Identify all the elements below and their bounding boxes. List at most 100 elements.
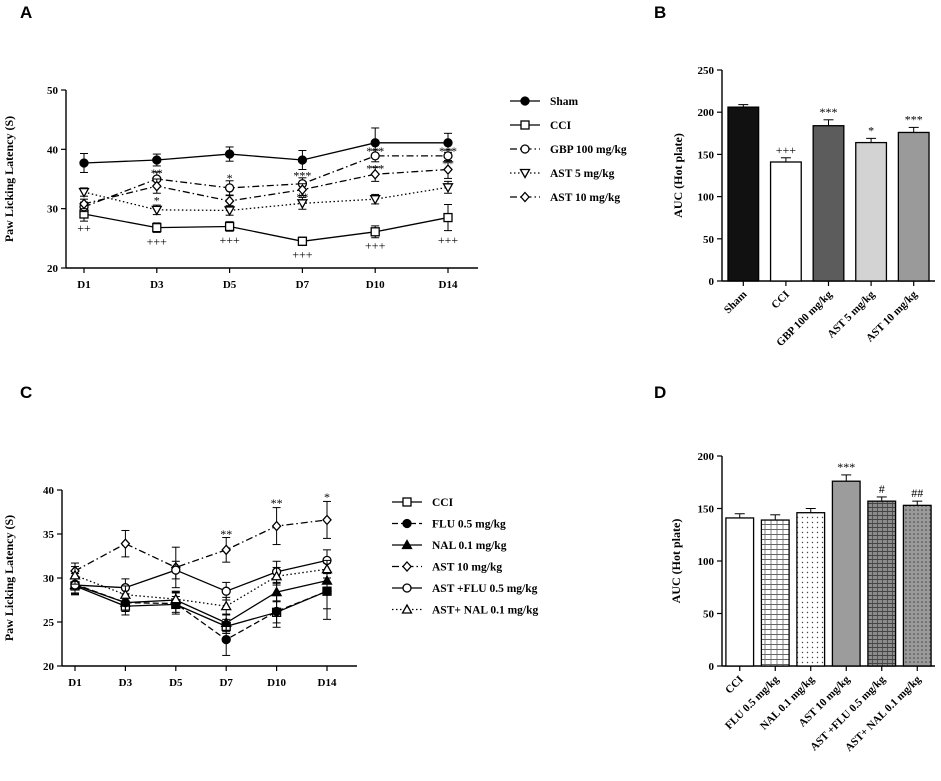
- y-tick-label: 50: [703, 234, 715, 246]
- y-tick-label: 30: [47, 204, 59, 216]
- bar: [902, 504, 932, 667]
- bar: [760, 519, 790, 667]
- data-point: [443, 138, 453, 148]
- legend-label: CCI: [550, 120, 572, 132]
- data-point: [369, 195, 381, 205]
- x-tick-label: D7: [219, 677, 233, 689]
- data-point: [224, 149, 235, 159]
- significance-label: ***: [820, 105, 838, 119]
- y-tick-label: 0: [709, 661, 715, 673]
- significance-label: #: [879, 482, 885, 496]
- data-point: [370, 138, 380, 148]
- x-tick-label: D1: [68, 677, 81, 689]
- panel-c-line-chart: C 20 25 30 35 40 D1 D3 D5 D7 D10 D14 Paw Licking Lat…: [2, 383, 538, 689]
- data-point: [443, 212, 453, 223]
- significance-label: **: [220, 527, 232, 541]
- data-point: [271, 606, 282, 617]
- x-tick-label: D10: [267, 677, 286, 689]
- y-axis-label: AUC (Hot plate): [671, 133, 685, 218]
- legend-label: Sham: [550, 96, 579, 108]
- legend-label: NAL 0.1 mg/kg: [432, 540, 507, 552]
- significance-label: **: [442, 157, 454, 171]
- data-point: [151, 205, 163, 216]
- y-axis-label: Paw Licking Latency (S): [2, 515, 16, 641]
- series-line: [74, 519, 328, 572]
- y-tick-label: 25: [43, 617, 55, 629]
- data-point: [270, 586, 283, 597]
- data-point: [171, 565, 181, 575]
- series-ast-nal-0-1-mg-kg: [69, 559, 333, 616]
- data-point: [221, 586, 231, 596]
- data-point: [322, 514, 332, 526]
- series-cci: [70, 573, 332, 634]
- legend-marker: [401, 539, 413, 550]
- series-line: [83, 155, 448, 208]
- bar: [867, 500, 897, 667]
- y-axis-label: AUC (Hot plate): [669, 519, 683, 604]
- data-point: [321, 563, 333, 574]
- significance-label: +++: [776, 143, 797, 157]
- legend-marker: [402, 497, 412, 507]
- significance-label: +++: [147, 234, 168, 248]
- data-point: [221, 634, 231, 645]
- y-tick-label: 150: [698, 504, 715, 516]
- series-ast-flu-0-5-mg-kg: [70, 549, 332, 601]
- legend-marker: [520, 191, 530, 203]
- y-tick-label: 30: [43, 573, 55, 585]
- y-tick-label: 100: [698, 192, 715, 204]
- significance-label: *: [324, 490, 330, 504]
- series-line: [74, 568, 328, 607]
- significance-label: *: [154, 193, 160, 207]
- bar: [796, 512, 826, 667]
- significance-label: ++: [77, 221, 91, 235]
- x-tick-label: D5: [223, 279, 237, 291]
- data-point: [370, 168, 381, 180]
- data-point: [79, 158, 89, 168]
- data-point: [79, 198, 89, 210]
- series-line: [74, 585, 328, 628]
- series-flu-0-5-mg-kg: [70, 562, 332, 656]
- data-point: [224, 221, 235, 232]
- significance-label: ***: [837, 460, 855, 474]
- data-point: [442, 183, 454, 194]
- y-tick-label: 40: [43, 485, 55, 497]
- y-tick-label: 200: [698, 451, 715, 463]
- legend-marker: [401, 603, 413, 614]
- series-ast-10-mg-kg: [70, 500, 332, 589]
- data-point: [220, 617, 232, 628]
- y-tick-label: 35: [43, 529, 55, 541]
- data-point: [78, 187, 90, 198]
- x-tick-label: D3: [150, 279, 164, 291]
- bar: [727, 106, 760, 282]
- data-point: [297, 155, 308, 165]
- bar: [897, 131, 930, 282]
- data-point: [224, 195, 235, 207]
- y-tick-label: 200: [698, 107, 715, 119]
- significance-label: ***: [905, 112, 923, 126]
- data-point: [443, 164, 453, 175]
- data-point: [224, 183, 235, 193]
- x-tick-label: Sham: [722, 289, 750, 317]
- data-point: [271, 520, 282, 532]
- legend-marker: [520, 120, 530, 130]
- x-tick-label: D14: [318, 677, 337, 689]
- series-ast-5-mg-kg: [78, 180, 454, 217]
- legend-label: AST 10 mg/kg: [550, 192, 620, 204]
- series-line: [74, 559, 328, 592]
- data-point: [223, 206, 236, 217]
- legend-marker: [520, 144, 530, 154]
- y-tick-label: 0: [709, 276, 715, 288]
- significance-label: ##: [911, 486, 923, 500]
- x-tick-label: D1: [77, 279, 90, 291]
- x-tick-label: CCI: [723, 674, 746, 697]
- legend-label: AST+ NAL 0.1 mg/kg: [432, 605, 538, 617]
- significance-label: ***: [293, 168, 311, 182]
- series-line: [83, 186, 449, 212]
- x-tick-label: D10: [366, 279, 385, 291]
- x-tick-label: CCI: [769, 289, 792, 312]
- panel-label: C: [20, 383, 32, 402]
- data-point: [296, 199, 309, 210]
- data-point: [221, 544, 232, 556]
